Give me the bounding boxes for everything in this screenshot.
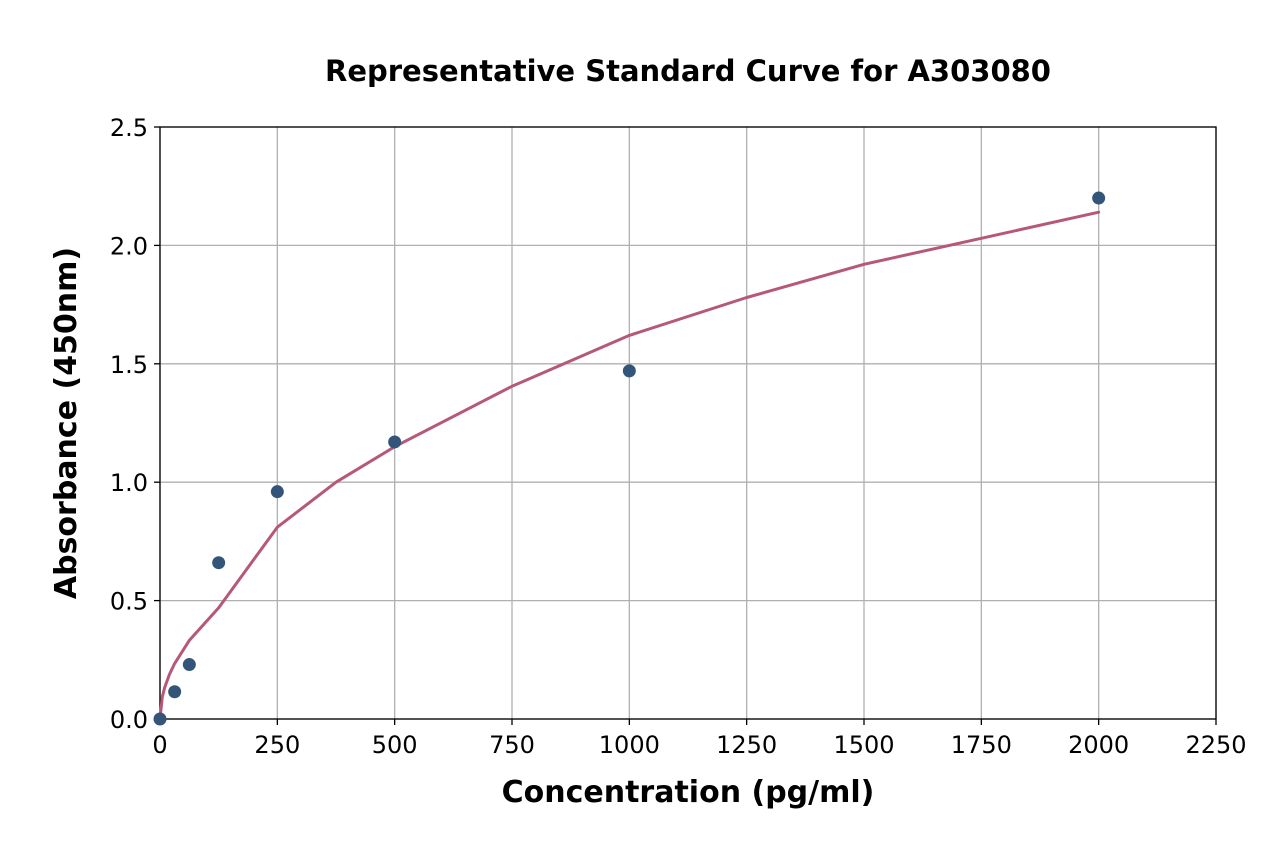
data-point: [168, 685, 182, 699]
data-points-layer: [153, 191, 1106, 726]
y-tick-label: 1.0: [110, 469, 148, 497]
data-point: [182, 658, 196, 672]
x-tick-label: 2000: [1068, 731, 1129, 759]
x-tick-label: 1750: [951, 731, 1012, 759]
x-axis-label: Concentration (pg/ml): [502, 775, 875, 810]
x-tick-label: 250: [254, 731, 300, 759]
data-point: [212, 556, 226, 570]
data-point: [388, 435, 402, 449]
y-tick-label: 1.5: [110, 351, 148, 379]
x-tick-label: 0: [152, 731, 167, 759]
chart-title: Representative Standard Curve for A30308…: [325, 54, 1051, 88]
x-tick-label: 1250: [716, 731, 777, 759]
x-tick-label: 1500: [833, 731, 894, 759]
data-point: [622, 364, 636, 378]
y-tick-label: 0.0: [110, 706, 148, 734]
x-tick-label: 1000: [599, 731, 660, 759]
x-tick-label: 2250: [1185, 731, 1246, 759]
plot-frame: [159, 126, 1217, 720]
x-tick-label: 500: [372, 731, 418, 759]
axis-ticks: 0 250 500 750 1000 1250 1500 1750 2000 2250 0.0 0.5…: [110, 114, 1247, 759]
data-point: [153, 712, 167, 726]
y-tick-label: 2.0: [110, 232, 148, 260]
y-axis-label: Absorbance (450nm): [49, 247, 84, 599]
data-point: [270, 485, 284, 499]
y-tick-label: 2.5: [110, 114, 148, 142]
y-tick-label: 0.5: [110, 588, 148, 616]
data-point: [1092, 191, 1106, 205]
fitted-curve: [158, 210, 1101, 721]
fitted-curve-layer: [158, 210, 1101, 721]
x-tick-label: 750: [489, 731, 535, 759]
